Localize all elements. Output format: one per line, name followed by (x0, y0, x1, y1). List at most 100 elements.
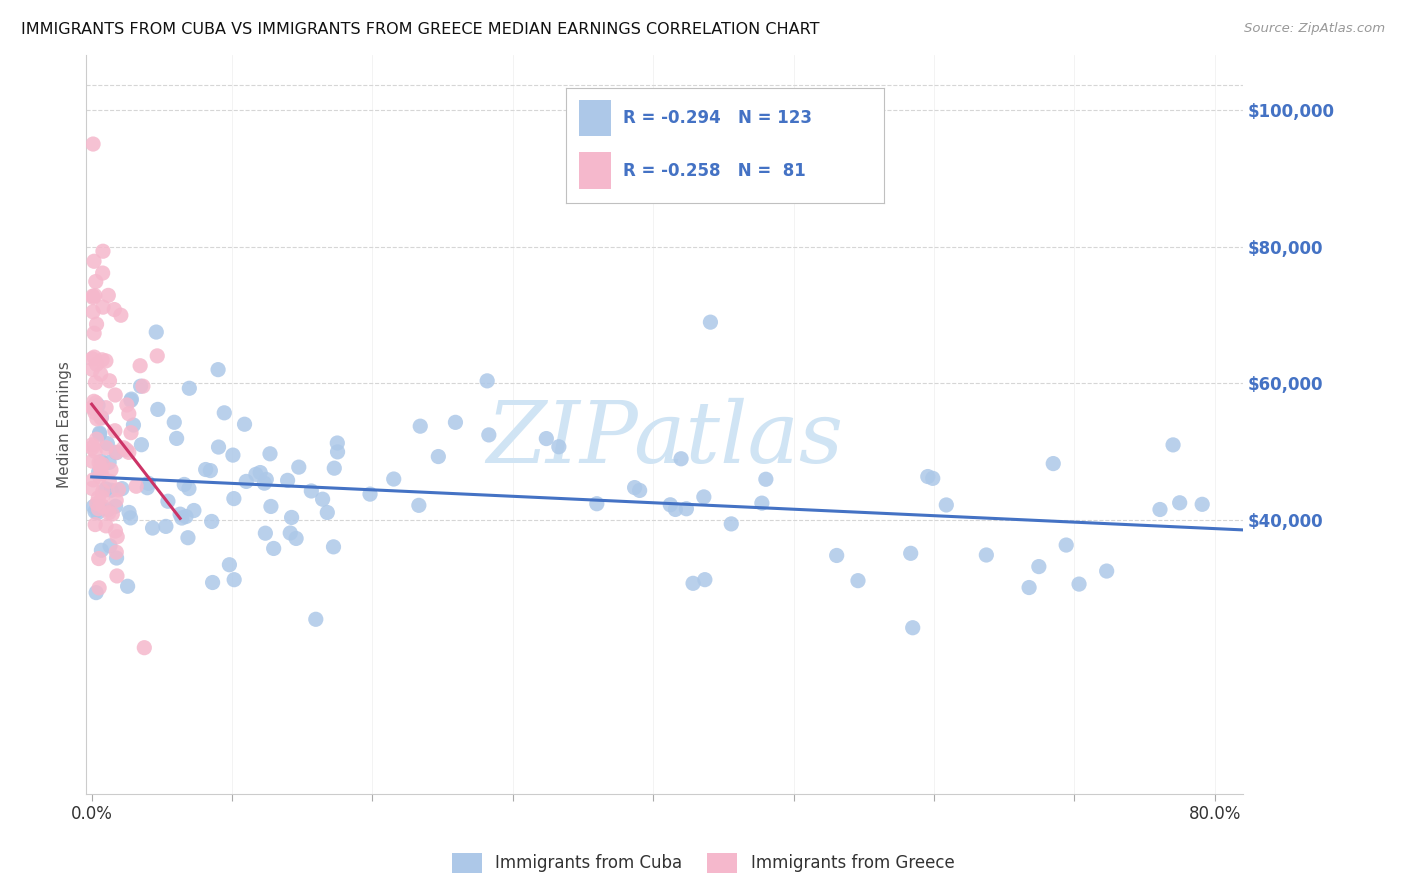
Point (91, 352, 114, 367)
Point (89, 425, 111, 440)
Point (900, 546, 922, 560)
Point (82, 401, 104, 415)
Point (201, 515, 224, 529)
Point (976, 548, 998, 562)
Point (82, 454, 104, 468)
Point (91, 483, 114, 498)
Point (105, 530, 128, 544)
Point (120, 425, 142, 440)
Point (97, 288, 120, 302)
Point (1042, 457, 1064, 471)
Point (751, 496, 773, 510)
Point (1067, 577, 1090, 591)
Point (475, 374, 498, 388)
Point (120, 392, 142, 406)
Point (146, 402, 169, 417)
Point (97, 506, 120, 520)
Point (253, 476, 276, 491)
Point (84, 376, 107, 390)
Point (82, 482, 104, 496)
Point (254, 526, 277, 541)
Point (120, 511, 142, 525)
Point (112, 441, 135, 455)
Point (90, 462, 112, 476)
Point (224, 573, 246, 587)
Point (86, 357, 108, 371)
Point (83, 254, 105, 268)
Point (84, 395, 107, 409)
Point (89, 469, 111, 483)
Point (280, 510, 302, 524)
Point (84, 585, 107, 599)
Point (201, 575, 224, 590)
Point (105, 493, 128, 508)
Point (214, 406, 236, 420)
Point (110, 308, 132, 322)
Point (323, 461, 346, 475)
Point (84, 444, 107, 458)
Point (83, 406, 105, 420)
Legend: Immigrants from Cuba, Immigrants from Greece: Immigrants from Cuba, Immigrants from Gr… (446, 847, 960, 880)
Point (825, 549, 848, 563)
Point (82, 351, 104, 366)
Point (82, 441, 104, 455)
Point (87, 501, 110, 516)
Point (120, 393, 142, 408)
Point (83, 350, 105, 364)
Point (1149, 502, 1171, 516)
Point (659, 498, 682, 512)
Point (90, 543, 112, 558)
Point (921, 471, 943, 485)
Point (249, 466, 271, 480)
Point (98, 455, 121, 469)
Point (254, 472, 277, 486)
Point (245, 467, 267, 482)
Point (105, 445, 128, 459)
Point (89, 427, 111, 442)
Point (218, 558, 240, 572)
Point (675, 501, 697, 516)
Point (755, 472, 778, 486)
Point (156, 494, 179, 508)
Point (84, 275, 107, 289)
Point (91, 458, 114, 472)
Point (136, 476, 159, 491)
Point (173, 477, 195, 491)
Point (82, 362, 104, 376)
Point (82, 305, 104, 319)
Point (86, 432, 108, 446)
Point (89, 500, 111, 514)
Point (82, 500, 104, 514)
Point (1168, 496, 1191, 510)
Point (82, 136, 104, 151)
Point (104, 500, 127, 514)
Point (1054, 538, 1077, 552)
Point (326, 445, 349, 459)
Point (233, 417, 256, 432)
Point (917, 469, 939, 483)
Point (82, 291, 104, 305)
Point (91, 300, 114, 314)
Point (87, 465, 110, 479)
Point (183, 503, 205, 517)
Point (170, 511, 193, 525)
Point (91, 490, 114, 504)
Point (177, 482, 200, 496)
Point (699, 315, 721, 329)
Point (316, 506, 339, 520)
Point (408, 499, 430, 513)
Point (90, 467, 112, 481)
Point (174, 509, 197, 524)
Point (96, 441, 118, 455)
Point (90, 411, 112, 425)
Point (87, 456, 110, 470)
Point (84, 288, 107, 302)
Point (118, 506, 141, 520)
Point (235, 475, 257, 489)
Point (177, 531, 200, 545)
Point (1161, 438, 1184, 452)
Point (169, 507, 191, 521)
Point (94, 354, 117, 368)
Point (132, 379, 155, 393)
Point (259, 447, 281, 461)
